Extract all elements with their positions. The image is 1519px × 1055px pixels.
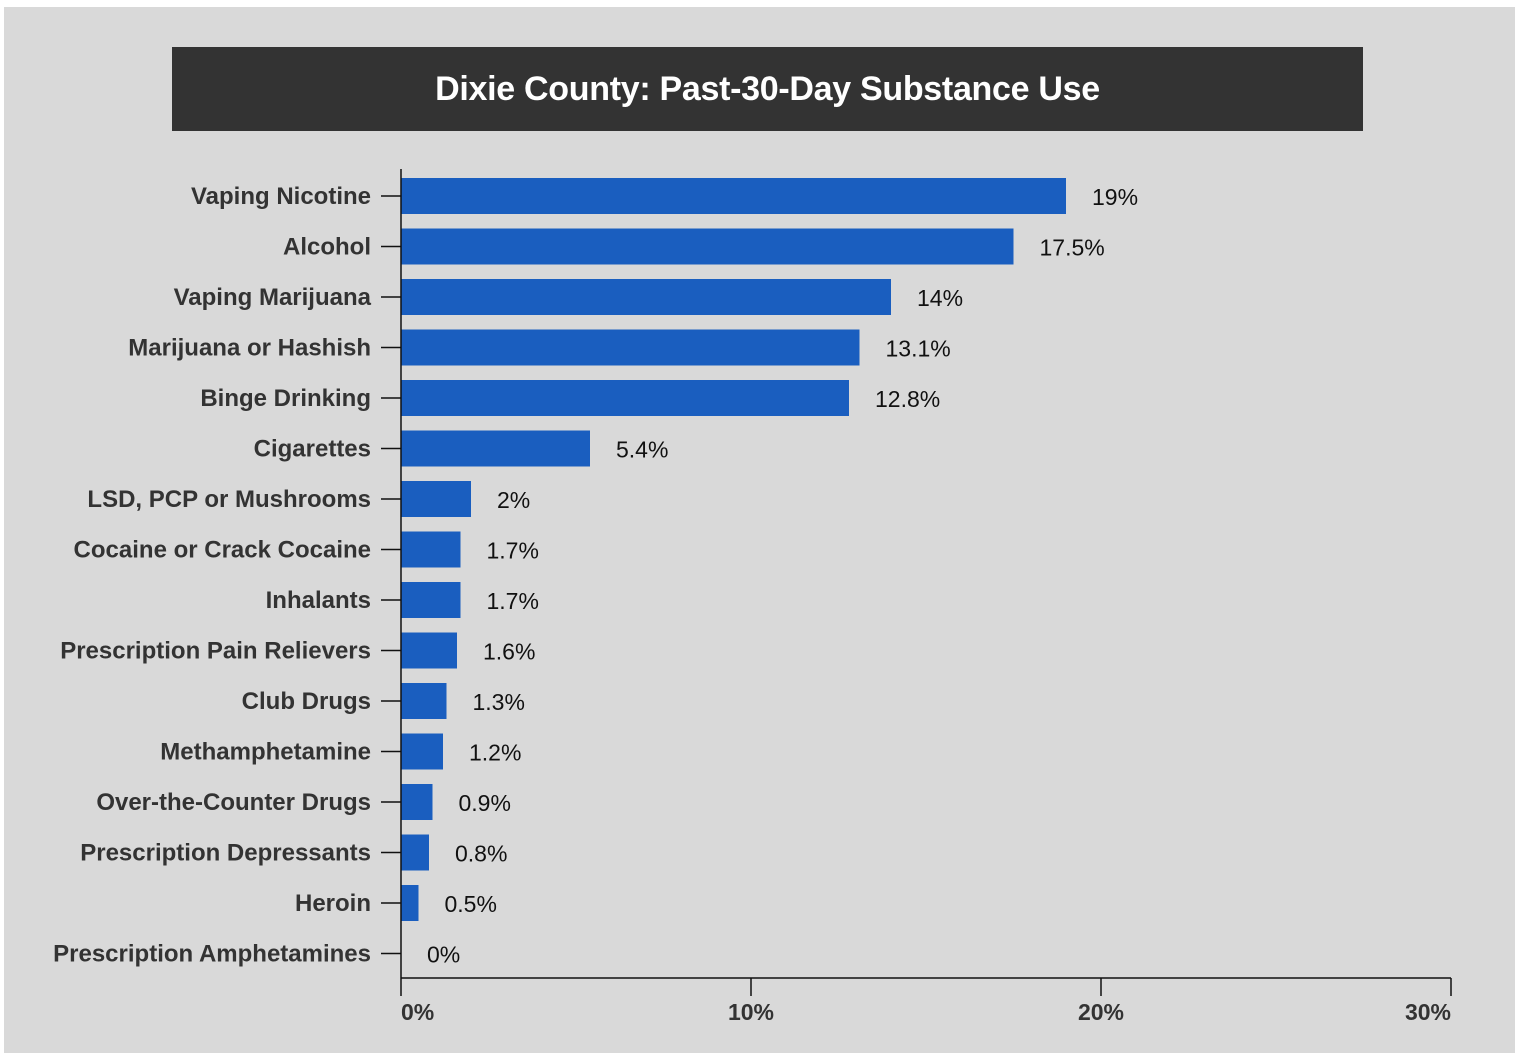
category-label: Heroin	[295, 890, 371, 917]
category-label: Over-the-Counter Drugs	[96, 789, 371, 816]
bar	[401, 228, 1014, 265]
category-label: Methamphetamine	[160, 739, 371, 766]
category-label: Prescription Pain Relievers	[60, 638, 371, 665]
value-label: 0.8%	[455, 841, 507, 867]
category-label: Cigarettes	[254, 436, 371, 463]
category-label: Prescription Depressants	[80, 840, 371, 867]
category-label: Prescription Amphetamines	[53, 941, 371, 968]
value-label: 0.9%	[459, 790, 511, 816]
category-label: LSD, PCP or Mushrooms	[87, 486, 371, 513]
category-label: Marijuana or Hashish	[128, 335, 371, 362]
value-label: 13.1%	[886, 336, 951, 362]
value-label: 1.7%	[487, 538, 539, 564]
category-label: Inhalants	[266, 587, 371, 614]
bar	[401, 733, 443, 770]
x-axis-tick-label: 0%	[401, 999, 434, 1025]
category-label: Club Drugs	[242, 688, 371, 715]
category-label: Vaping Nicotine	[191, 183, 371, 210]
bar	[401, 632, 457, 669]
value-label: 0%	[427, 942, 460, 968]
value-label: 17.5%	[1040, 235, 1105, 261]
bar	[401, 430, 590, 467]
bar	[401, 380, 849, 416]
bar	[401, 683, 447, 719]
x-axis-tick-label: 10%	[728, 999, 774, 1025]
bar	[401, 481, 471, 517]
value-label: 12.8%	[875, 386, 940, 412]
value-label: 19%	[1092, 184, 1138, 210]
chart-title: Dixie County: Past-30-Day Substance Use	[435, 69, 1100, 108]
category-label: Alcohol	[283, 234, 371, 261]
value-label: 1.3%	[473, 689, 525, 715]
x-axis-tick-label: 20%	[1078, 999, 1124, 1025]
chart-title-bar: Dixie County: Past-30-Day Substance Use	[172, 47, 1363, 131]
value-label: 0.5%	[445, 891, 497, 917]
bar	[401, 279, 891, 315]
value-label: 1.6%	[483, 639, 535, 665]
category-label: Binge Drinking	[200, 385, 371, 412]
bar	[401, 834, 429, 871]
x-axis-tick-label: 30%	[1405, 999, 1451, 1025]
bar	[401, 582, 461, 618]
value-label: 14%	[917, 285, 963, 311]
value-label: 5.4%	[616, 437, 668, 463]
bar	[401, 329, 860, 366]
category-label: Cocaine or Crack Cocaine	[74, 537, 371, 564]
value-label: 2%	[497, 487, 530, 513]
bar	[401, 784, 433, 820]
bar	[401, 885, 419, 921]
value-label: 1.7%	[487, 588, 539, 614]
category-label: Vaping Marijuana	[174, 284, 372, 311]
bar	[401, 531, 461, 568]
value-label: 1.2%	[469, 740, 521, 766]
bar	[401, 178, 1066, 214]
